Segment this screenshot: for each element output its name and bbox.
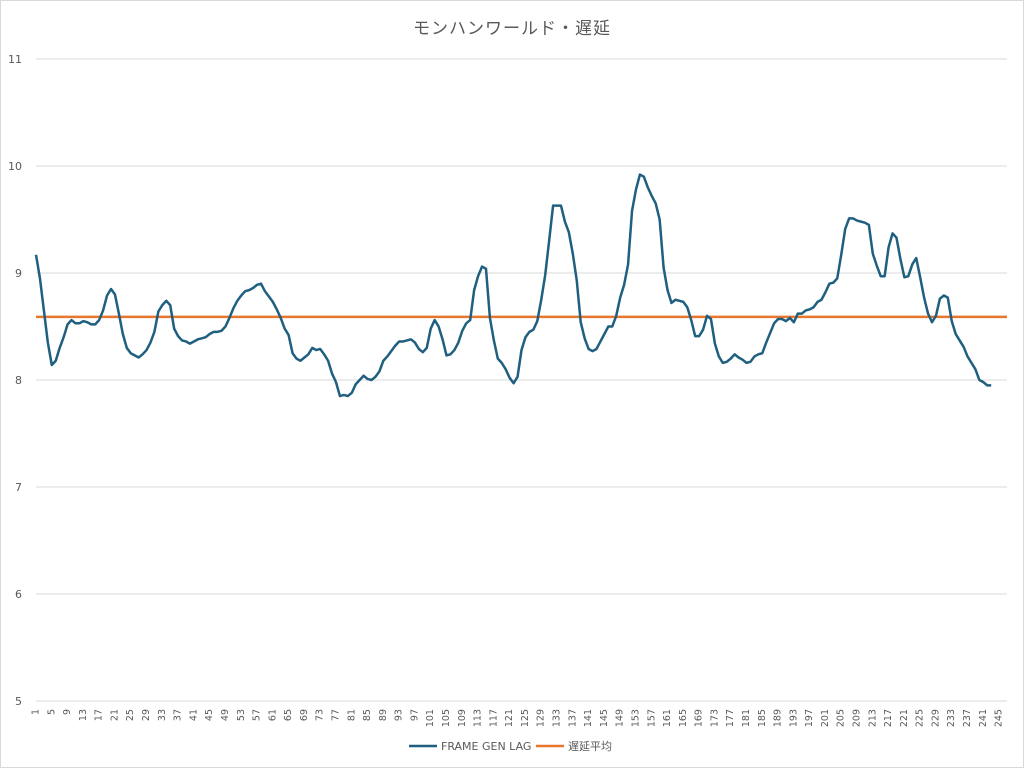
x-tick-label: 13 bbox=[78, 709, 89, 721]
x-tick-label: 65 bbox=[283, 709, 294, 721]
y-axis-tick-labels: 5 6 7 8 9 10 11 bbox=[8, 53, 22, 708]
x-tick-label: 5 bbox=[46, 709, 57, 715]
x-tick-label: 177 bbox=[725, 709, 736, 727]
x-tick-label: 165 bbox=[678, 709, 689, 727]
legend: FRAME GEN LAG 遅延平均 bbox=[409, 740, 612, 753]
x-tick-label: 221 bbox=[899, 709, 910, 727]
x-tick-label: 217 bbox=[883, 709, 894, 727]
x-tick-label: 45 bbox=[204, 709, 215, 721]
x-tick-label: 113 bbox=[473, 709, 484, 727]
x-tick-label: 53 bbox=[236, 709, 247, 721]
x-tick-label: 29 bbox=[141, 709, 152, 721]
frame-gen-lag-line bbox=[34, 173, 992, 398]
x-tick-label: 137 bbox=[567, 709, 578, 727]
x-tick-label: 153 bbox=[630, 709, 641, 727]
x-tick-label: 193 bbox=[788, 709, 799, 727]
y-tick-label: 6 bbox=[15, 588, 22, 601]
x-tick-label: 241 bbox=[978, 709, 989, 727]
x-tick-label: 141 bbox=[583, 709, 594, 727]
x-tick-label: 101 bbox=[425, 709, 436, 727]
x-tick-label: 161 bbox=[662, 709, 673, 727]
x-tick-label: 229 bbox=[930, 709, 941, 727]
x-tick-label: 181 bbox=[741, 709, 752, 727]
x-tick-label: 21 bbox=[109, 709, 120, 721]
x-tick-label: 245 bbox=[994, 709, 1005, 727]
y-tick-label: 9 bbox=[15, 267, 22, 280]
x-tick-label: 205 bbox=[836, 709, 847, 727]
x-tick-label: 237 bbox=[962, 709, 973, 727]
x-tick-label: 17 bbox=[94, 709, 105, 721]
x-tick-label: 209 bbox=[852, 709, 863, 727]
gridlines bbox=[36, 58, 1007, 702]
x-tick-label: 145 bbox=[599, 709, 610, 727]
x-tick-label: 197 bbox=[804, 709, 815, 727]
x-tick-label: 133 bbox=[552, 709, 563, 727]
chart-title: モンハンワールド・遅延 bbox=[413, 19, 611, 39]
x-tick-label: 33 bbox=[157, 709, 168, 721]
x-tick-label: 121 bbox=[504, 709, 515, 727]
x-tick-label: 225 bbox=[915, 709, 926, 727]
y-tick-label: 7 bbox=[15, 481, 22, 494]
legend-label-frame-gen-lag: FRAME GEN LAG bbox=[441, 740, 531, 753]
x-tick-label: 73 bbox=[315, 709, 326, 721]
x-tick-label: 129 bbox=[536, 709, 547, 727]
x-tick-label: 85 bbox=[362, 709, 373, 721]
legend-label-average: 遅延平均 bbox=[568, 740, 612, 753]
y-tick-label: 5 bbox=[15, 695, 22, 708]
x-tick-label: 125 bbox=[520, 709, 531, 727]
x-tick-label: 81 bbox=[346, 709, 357, 721]
x-tick-label: 109 bbox=[457, 709, 468, 727]
x-tick-label: 69 bbox=[299, 709, 310, 721]
x-tick-label: 201 bbox=[820, 709, 831, 727]
y-tick-label: 8 bbox=[15, 374, 22, 387]
x-tick-label: 41 bbox=[188, 709, 199, 721]
x-axis-tick-labels: 1 5 9 13 17 21 25 29 33 37 41 45 49 53 57 61 65 69 73 77 81 8… bbox=[31, 709, 1005, 727]
x-tick-label: 233 bbox=[946, 709, 957, 727]
x-tick-label: 97 bbox=[409, 709, 420, 721]
x-tick-label: 173 bbox=[709, 709, 720, 727]
x-tick-label: 185 bbox=[757, 709, 768, 727]
y-tick-label: 10 bbox=[8, 160, 22, 173]
x-tick-label: 213 bbox=[867, 709, 878, 727]
x-tick-label: 117 bbox=[488, 709, 499, 727]
x-tick-label: 9 bbox=[62, 709, 73, 715]
x-tick-label: 61 bbox=[267, 709, 278, 721]
x-tick-label: 25 bbox=[125, 709, 136, 721]
x-tick-label: 49 bbox=[220, 709, 231, 721]
x-tick-label: 105 bbox=[441, 709, 452, 727]
x-tick-label: 149 bbox=[615, 709, 626, 727]
x-tick-label: 37 bbox=[173, 709, 184, 721]
x-tick-label: 93 bbox=[394, 709, 405, 721]
series-frame-gen-lag bbox=[34, 173, 992, 398]
x-tick-label: 57 bbox=[252, 709, 263, 721]
x-tick-label: 1 bbox=[31, 709, 42, 715]
x-tick-label: 189 bbox=[773, 709, 784, 727]
x-tick-label: 169 bbox=[694, 709, 705, 727]
x-tick-label: 89 bbox=[378, 709, 389, 721]
y-tick-label: 11 bbox=[8, 53, 22, 66]
x-tick-label: 157 bbox=[646, 709, 657, 727]
x-tick-label: 77 bbox=[330, 709, 341, 721]
